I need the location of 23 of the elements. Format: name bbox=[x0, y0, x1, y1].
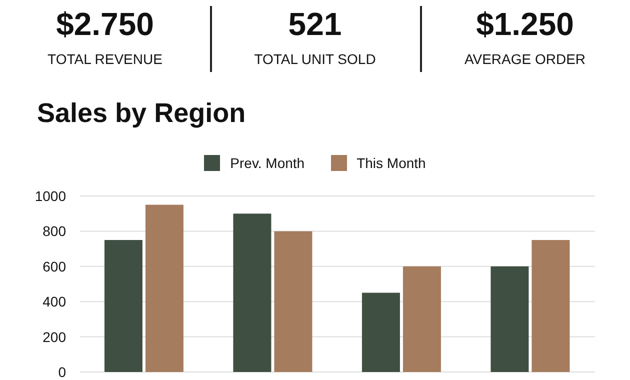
text: TOTAL UNIT SOLD bbox=[253, 51, 377, 67]
bar bbox=[274, 231, 312, 372]
bar bbox=[104, 240, 142, 372]
text: $1.250 bbox=[475, 6, 575, 43]
bar bbox=[402, 266, 441, 372]
bar bbox=[532, 240, 570, 372]
chart-title: Sales by Region bbox=[37, 98, 246, 129]
bar bbox=[490, 266, 529, 372]
legend-label: This Month bbox=[356, 155, 426, 171]
bar bbox=[145, 204, 184, 372]
text: $2.750 bbox=[55, 6, 155, 43]
text: AVERAGE ORDER bbox=[463, 51, 587, 67]
y-tick-label: 1000 bbox=[34, 188, 66, 204]
y-tick-label: 400 bbox=[42, 294, 66, 310]
y-tick-label: 800 bbox=[42, 223, 66, 240]
y-tick-label: 200 bbox=[42, 328, 66, 345]
text: 521 bbox=[287, 6, 343, 43]
bar bbox=[233, 214, 272, 372]
text: TOTAL REVENUE bbox=[46, 51, 164, 67]
y-tick-label: 600 bbox=[42, 258, 66, 274]
legend-label: Prev. Month bbox=[230, 155, 305, 171]
y-tick-label: 0 bbox=[58, 364, 66, 380]
bar bbox=[362, 292, 400, 372]
